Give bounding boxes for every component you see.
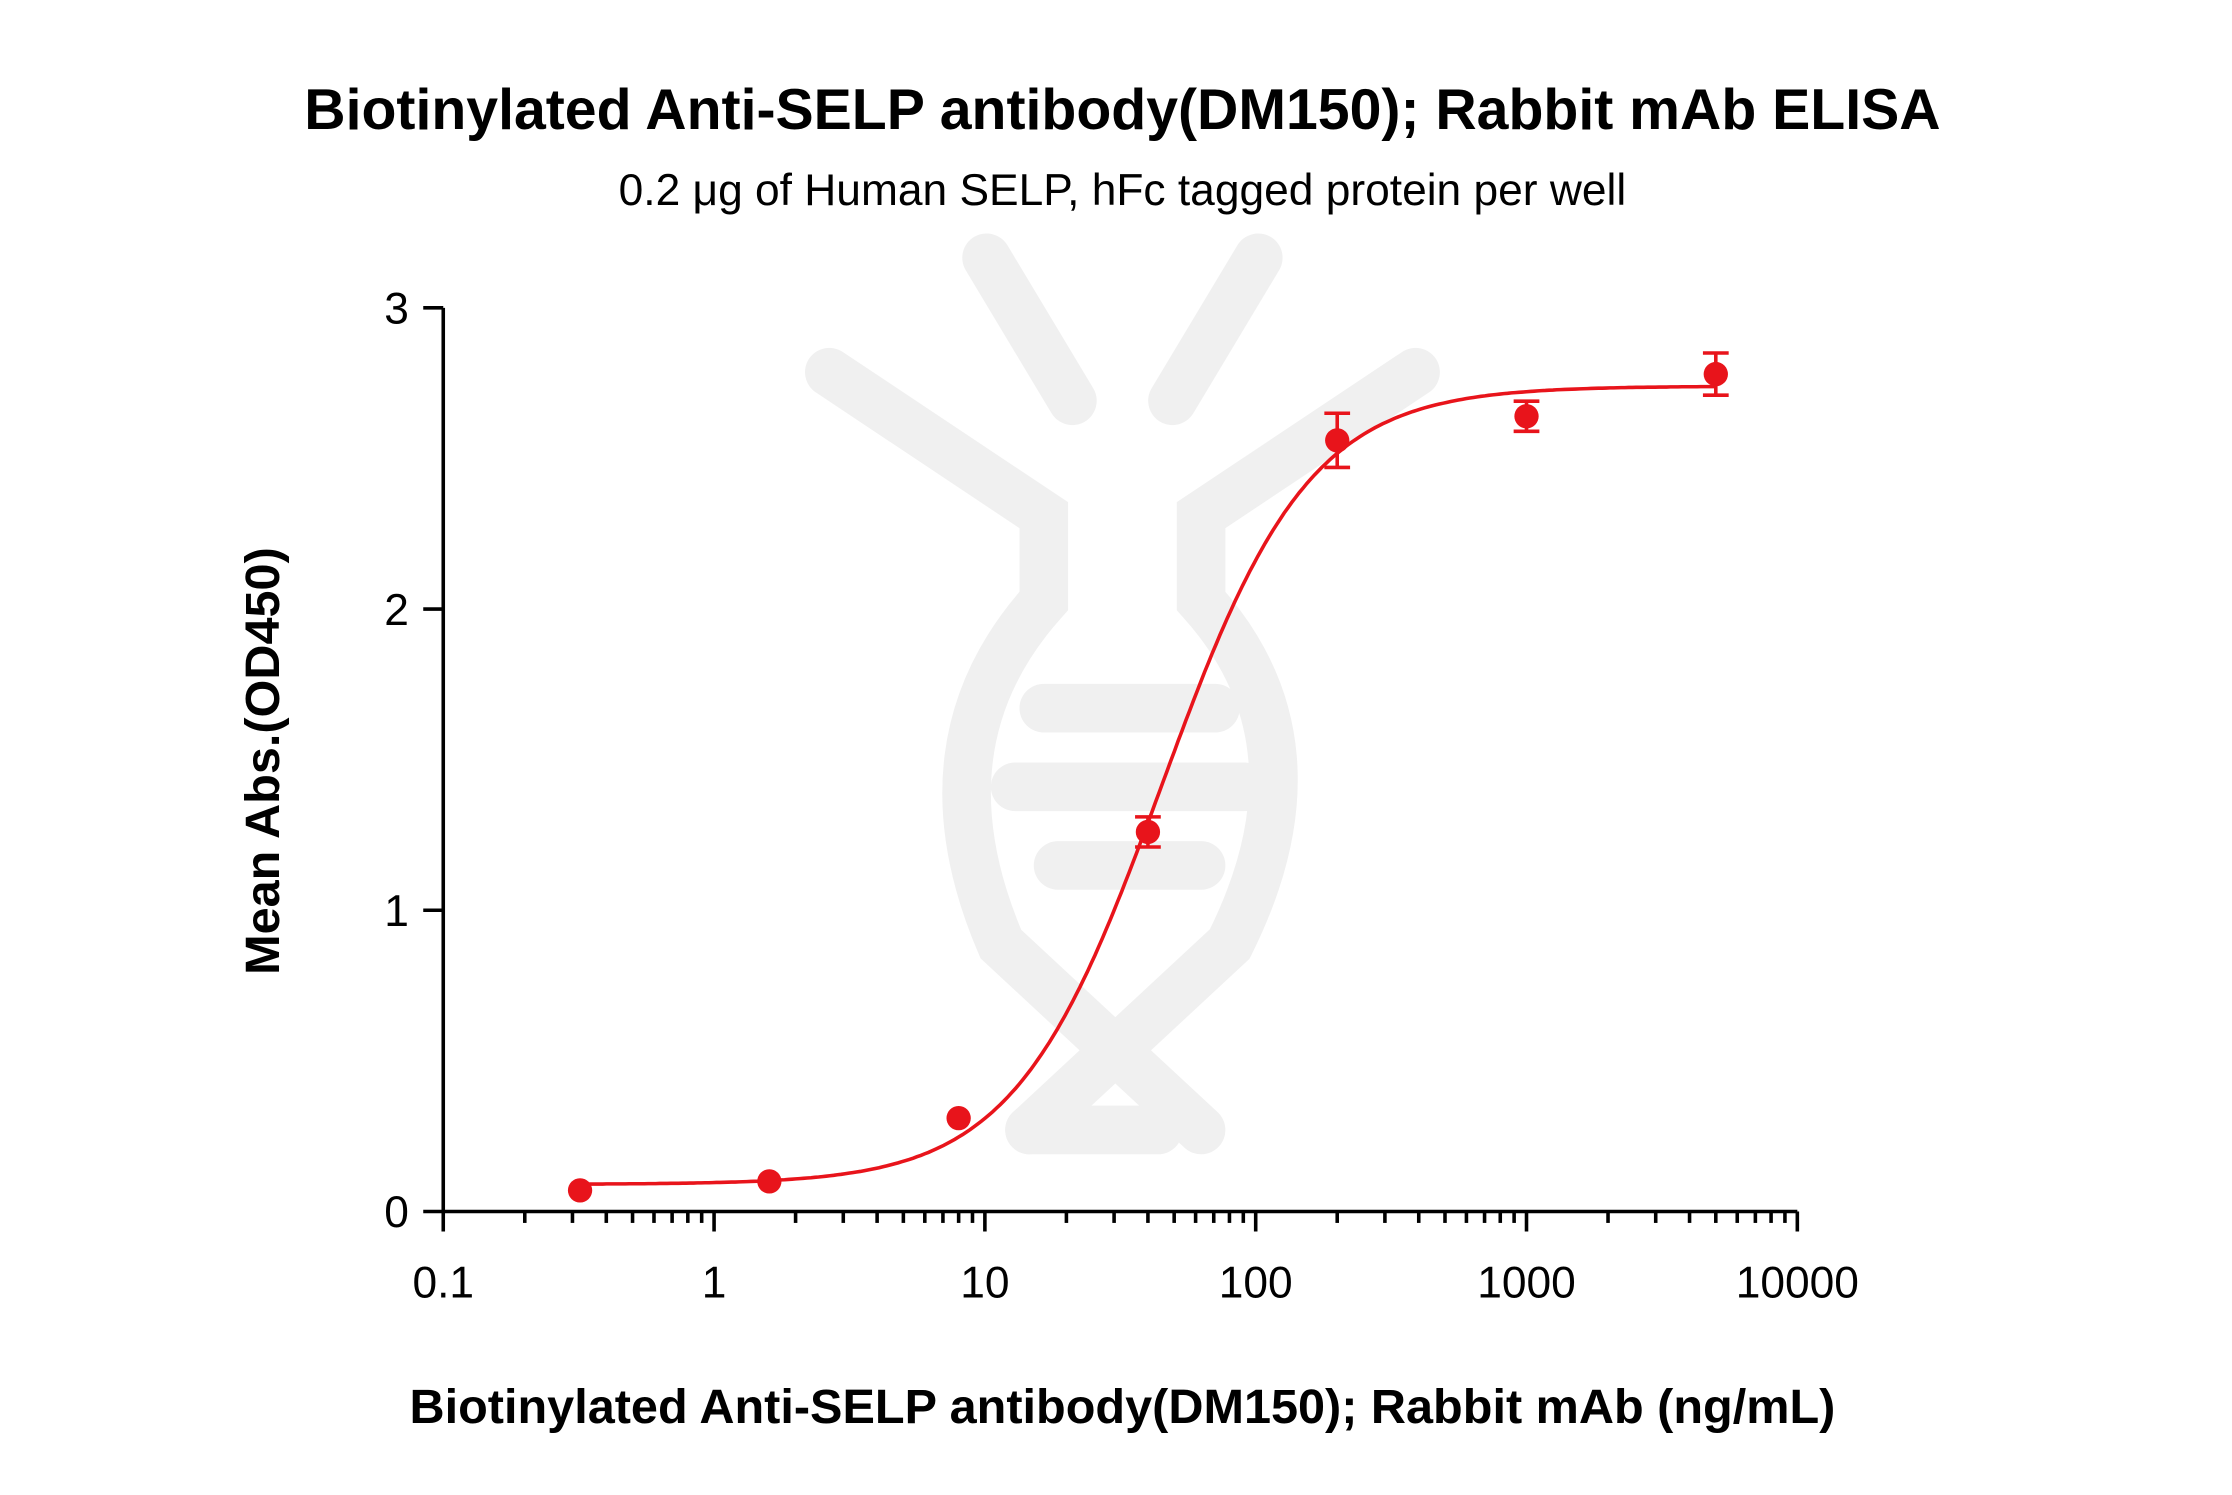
x-axis-label: Biotinylated Anti-SELP antibody(DM150); … xyxy=(409,1380,1835,1434)
plot-area xyxy=(567,351,1729,1203)
tick-labels: 0.1 1 10 100 1000 10000 0 1 2 3 xyxy=(384,285,1859,1308)
x-tick-label: 1 xyxy=(702,1258,727,1307)
x-tick-label: 100 xyxy=(1219,1258,1293,1307)
data-point xyxy=(1135,819,1161,845)
data-point-group xyxy=(567,1178,593,1203)
y-tick-label: 1 xyxy=(384,887,409,936)
data-point-group xyxy=(946,1105,971,1131)
y-tick-label: 3 xyxy=(384,285,409,334)
x-tick-label: 10 xyxy=(960,1258,1009,1307)
data-point xyxy=(1514,404,1539,429)
y-tick-label: 2 xyxy=(384,586,409,635)
chart-subtitle: 0.2 μg of Human SELP, hFc tagged protein… xyxy=(619,166,1627,215)
data-point xyxy=(946,1105,971,1131)
data-point-group xyxy=(1513,399,1540,434)
y-tick-label: 0 xyxy=(384,1188,409,1237)
x-tick-label: 0.1 xyxy=(412,1258,474,1307)
x-tick-label: 10000 xyxy=(1736,1258,1859,1307)
data-point xyxy=(1703,361,1728,387)
data-point-group xyxy=(1135,815,1161,849)
data-point-group xyxy=(757,1169,782,1194)
watermark-logo xyxy=(805,233,1440,1155)
data-point xyxy=(567,1178,593,1203)
data-point-group xyxy=(1324,411,1351,470)
axes xyxy=(423,306,1800,1232)
chart-title: Biotinylated Anti-SELP antibody(DM150); … xyxy=(304,78,1940,142)
data-point xyxy=(757,1169,782,1194)
data-point-group xyxy=(1702,351,1729,397)
x-tick-label: 1000 xyxy=(1477,1258,1576,1307)
data-point xyxy=(1325,428,1350,453)
y-axis-label: Mean Abs.(OD450) xyxy=(236,547,290,975)
